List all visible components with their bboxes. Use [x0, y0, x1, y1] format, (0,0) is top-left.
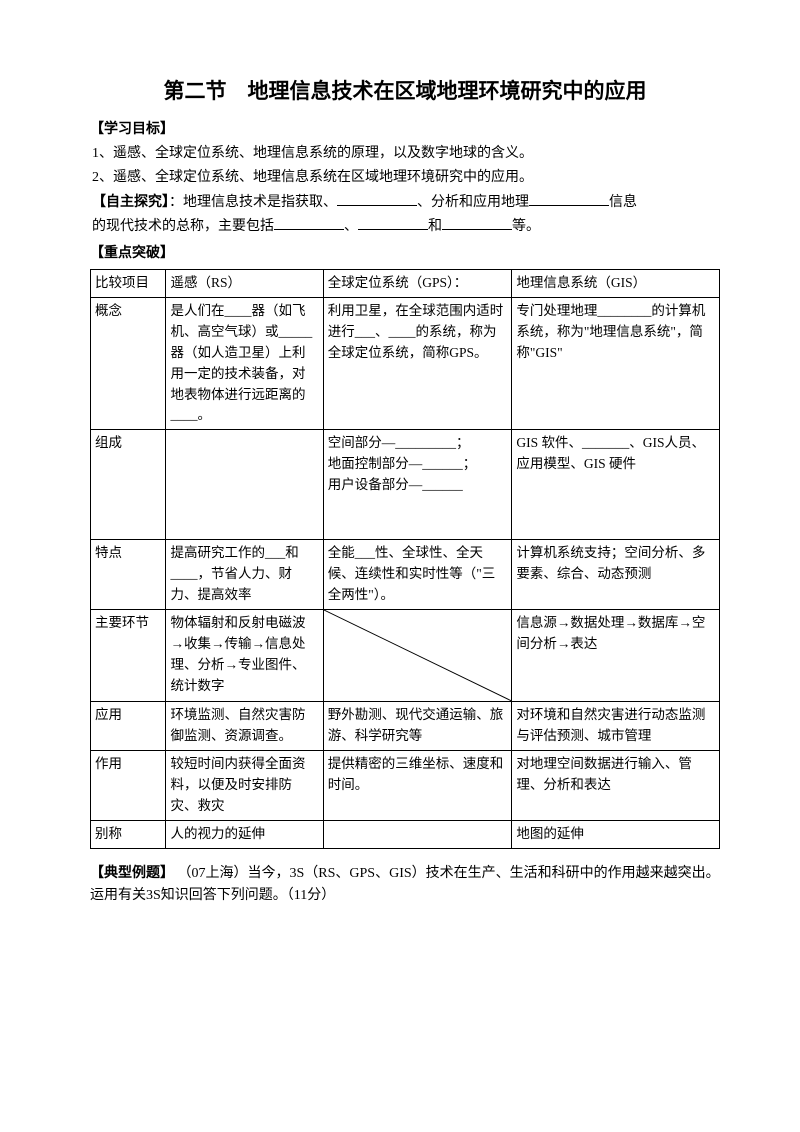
explore-line2: 的现代技术的总称，主要包括 、 和 等。 [92, 216, 720, 238]
objective-heading: 【学习目标】 [90, 119, 720, 141]
gps-comp-3: 用户设备部分—______ [328, 477, 463, 492]
header-compare: 比较项目 [91, 269, 166, 297]
table-row-function: 作用 较短时间内获得全面资料，以便及时安排防灾、救灾 提供精密的三维坐标、速度和… [91, 751, 720, 821]
cell-gps-steps-empty [323, 610, 512, 702]
cell-gis-feature: 计算机系统支持；空间分析、多要素、综合、动态预测 [512, 540, 720, 610]
cell-gps-feature: 全能___性、全球性、全天候、连续性和实时性等（"三全两性"）。 [323, 540, 512, 610]
cell-rs-app: 环境监测、自然灾害防御监测、资源调查。 [166, 702, 323, 751]
cell-rs-feature: 提高研究工作的___和____，节省人力、财力、提高效率 [166, 540, 323, 610]
explore-text-3: 信息 [609, 195, 637, 210]
cell-gis-concept: 专门处理地理________的计算机系统，称为"地理信息系统"，简称"GIS" [512, 297, 720, 430]
cell-gps-concept: 利用卫星，在全球范围内适时进行___、____的系统，称为全球定位系统，简称GP… [323, 297, 512, 430]
blank-input-1[interactable] [337, 205, 417, 206]
diagonal-line-icon [324, 610, 512, 701]
table-row-composition: 组成 空间部分—_________； 地面控制部分—______； 用户设备部分… [91, 430, 720, 540]
explore-text-7: 等。 [512, 219, 540, 234]
cell-rs-composition [166, 430, 323, 540]
row-label: 别称 [91, 820, 166, 848]
cell-rs-func: 较短时间内获得全面资料，以便及时安排防灾、救灾 [166, 751, 323, 821]
table-row-steps: 主要环节 物体辐射和反射电磁波→收集→传输→信息处理、分析→专业图件、统计数字 … [91, 610, 720, 702]
cell-gis-composition: GIS 软件、_______、GIS人员、应用模型、GIS 硬件 [512, 430, 720, 540]
explore-text-2: 、分析和应用地理 [417, 195, 529, 210]
comparison-table: 比较项目 遥感（RS） 全球定位系统（GPS）： 地理信息系统（GIS） 概念 … [90, 269, 720, 849]
blank-input-5[interactable] [442, 229, 512, 230]
example-heading: 【典型例题】 [90, 866, 174, 881]
objective-1: 1、遥感、全球定位系统、地理信息系统的原理，以及数字地球的含义。 [92, 143, 720, 165]
cell-gps-func: 提供精密的三维坐标、速度和时间。 [323, 751, 512, 821]
cell-gis-app: 对环境和自然灾害进行动态监测与评估预测、城市管理 [512, 702, 720, 751]
cell-gis-steps: 信息源→数据处理→数据库→空间分析→表达 [512, 610, 720, 702]
table-row-alias: 别称 人的视力的延伸 地图的延伸 [91, 820, 720, 848]
explore-text-6: 和 [428, 219, 442, 234]
page-title: 第二节 地理信息技术在区域地理环境研究中的应用 [90, 75, 720, 109]
gps-comp-2: 地面控制部分—______； [328, 456, 477, 471]
header-gis: 地理信息系统（GIS） [512, 269, 720, 297]
cell-gps-alias [323, 820, 512, 848]
table-row-concept: 概念 是人们在____器（如飞机、高空气球）或_____器（如人造卫星）上利用一… [91, 297, 720, 430]
table-row-feature: 特点 提高研究工作的___和____，节省人力、财力、提高效率 全能___性、全… [91, 540, 720, 610]
explore-text-1: ：地理信息技术是指获取、 [169, 195, 337, 210]
blank-input-2[interactable] [529, 205, 609, 206]
explore-text-4: 的现代技术的总称，主要包括 [92, 219, 274, 234]
cell-gps-composition: 空间部分—_________； 地面控制部分—______； 用户设备部分—__… [323, 430, 512, 540]
keypoint-heading: 【重点突破】 [90, 243, 720, 265]
blank-input-4[interactable] [358, 229, 428, 230]
cell-gps-app: 野外勘测、现代交通运输、旅游、科学研究等 [323, 702, 512, 751]
row-label: 应用 [91, 702, 166, 751]
cell-rs-concept: 是人们在____器（如飞机、高空气球）或_____器（如人造卫星）上利用一定的技… [166, 297, 323, 430]
table-row-application: 应用 环境监测、自然灾害防御监测、资源调查。 野外勘测、现代交通运输、旅游、科学… [91, 702, 720, 751]
row-label: 主要环节 [91, 610, 166, 702]
example-body: （07上海）当今，3S（RS、GPS、GIS）技术在生产、生活和科研中的作用越来… [90, 866, 720, 903]
example-paragraph: 【典型例题】 （07上海）当今，3S（RS、GPS、GIS）技术在生产、生活和科… [90, 863, 720, 908]
header-gps: 全球定位系统（GPS）： [323, 269, 512, 297]
cell-rs-alias: 人的视力的延伸 [166, 820, 323, 848]
table-header-row: 比较项目 遥感（RS） 全球定位系统（GPS）： 地理信息系统（GIS） [91, 269, 720, 297]
gps-comp-1: 空间部分—_________； [328, 435, 470, 450]
blank-input-3[interactable] [274, 229, 344, 230]
row-label: 概念 [91, 297, 166, 430]
cell-gis-alias: 地图的延伸 [512, 820, 720, 848]
cell-gis-func: 对地理空间数据进行输入、管理、分析和表达 [512, 751, 720, 821]
explore-text-5: 、 [344, 219, 358, 234]
header-rs: 遥感（RS） [166, 269, 323, 297]
cell-rs-steps: 物体辐射和反射电磁波→收集→传输→信息处理、分析→专业图件、统计数字 [166, 610, 323, 702]
objective-2: 2、遥感、全球定位系统、地理信息系统在区域地理环境研究中的应用。 [92, 167, 720, 189]
explore-line1: 【自主探究】：地理信息技术是指获取、 、分析和应用地理 信息 [92, 192, 720, 214]
row-label: 组成 [91, 430, 166, 540]
row-label: 特点 [91, 540, 166, 610]
explore-heading: 【自主探究】 [92, 195, 169, 210]
row-label: 作用 [91, 751, 166, 821]
